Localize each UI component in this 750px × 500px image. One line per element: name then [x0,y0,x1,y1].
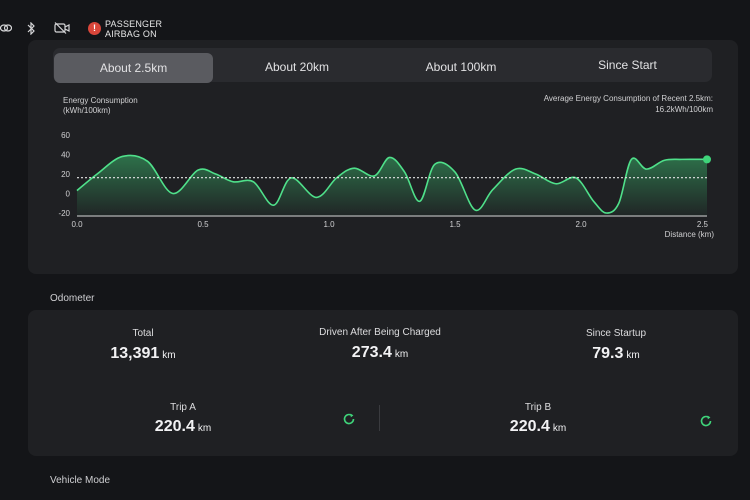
total-label: Total [132,328,154,339]
startup-label: Since Startup [585,328,647,339]
airbag-status-line1: PASSENGER [105,19,163,29]
airbag-status-line2: AIRBAG ON [105,29,157,39]
charged-number: 273.4 [351,344,392,361]
startup-unit: km [626,350,640,361]
average-consumption-value: 16.2kWh/100km [655,105,713,114]
trip-a-number: 220.4 [154,418,195,435]
tab-about-20km[interactable]: About 20km [264,60,330,74]
odometer-card [28,310,738,456]
airbag-status: PASSENGER AIRBAG ON [105,19,162,39]
tab-about-100km[interactable]: About 100km [425,60,497,74]
trip-a-label: Trip A [170,402,196,413]
link-icon [0,22,13,35]
charged-value: 273.4 km [330,344,430,362]
range-tabs: About 2.5km About 20km About 100km Since… [53,48,712,83]
trip-a-unit: km [197,423,212,434]
trip-b-value: 220.4 km [488,418,588,436]
tab-since-start[interactable]: Since Start [598,58,657,72]
charged-label: Driven After Being Charged [319,327,441,338]
camera-off-icon [54,22,70,36]
chart-ylabel-line2: (kWh/100km) [63,106,111,115]
trip-b-label: Trip B [524,402,552,413]
trip-divider [379,405,380,431]
vehicle-mode-title: Vehicle Mode [50,475,111,486]
trip-b-reset-icon[interactable] [699,414,713,428]
tab-about-2-5km[interactable]: About 2.5km [54,53,213,83]
chart-ylabel-line1: Energy Consumption [63,96,138,105]
startup-value: 79.3 km [566,345,666,363]
trip-b-unit: km [552,423,567,434]
total-value: 13,391 km [93,345,193,363]
trip-a-value: 220.4 km [133,418,233,436]
bluetooth-icon [26,21,36,37]
trip-a-reset-icon[interactable] [342,412,356,426]
trip-b-number: 220.4 [509,418,550,435]
average-consumption-title: Average Energy Consumption of Recent 2.5… [543,94,713,103]
status-bar: ! PASSENGER AIRBAG ON [0,0,750,44]
airbag-warning-icon: ! [88,22,101,35]
charged-unit: km [394,349,409,360]
average-consumption-label: Average Energy Consumption of Recent 2.5… [544,93,713,115]
total-unit: km [162,350,176,361]
startup-number: 79.3 [592,345,624,362]
total-number: 13,391 [110,345,160,362]
chart-ylabel: Energy Consumption (kWh/100km) [63,96,138,116]
odometer-title: Odometer [50,293,95,304]
